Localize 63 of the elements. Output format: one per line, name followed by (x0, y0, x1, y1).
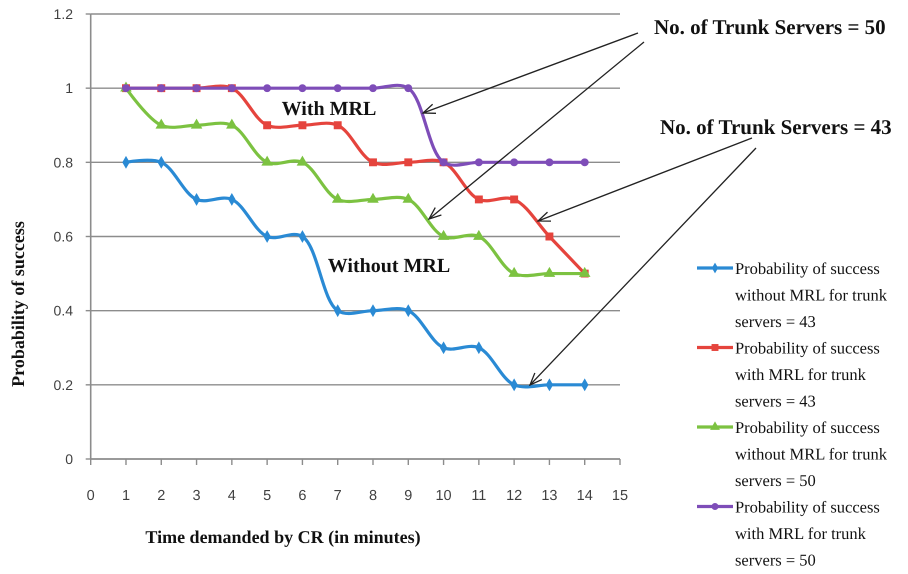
point (332, 193, 344, 203)
legend-label: Probability of success with MRL for trunk servers = 50 (735, 497, 880, 569)
point (369, 84, 377, 92)
point (263, 121, 272, 130)
point (474, 158, 483, 166)
point (263, 84, 272, 92)
y-tick-label: 0.2 (54, 376, 74, 393)
point (298, 84, 306, 92)
point (544, 267, 555, 277)
x-tick-label: 8 (368, 488, 378, 504)
point (226, 119, 238, 129)
point (156, 119, 167, 129)
x-tick-label: 2 (157, 488, 166, 504)
point (369, 158, 377, 166)
legend-label: Probability of success with MRL for trunk servers = 43 (735, 338, 880, 410)
point (510, 195, 518, 204)
x-tick-label: 3 (192, 488, 201, 504)
point (334, 121, 342, 130)
point (404, 84, 412, 92)
point (298, 121, 306, 130)
text: No. of Trunk Servers = 50 (654, 15, 886, 39)
point (474, 195, 483, 204)
point (580, 158, 589, 166)
point (508, 267, 520, 277)
x-tick-label: 13 (541, 488, 558, 504)
point (334, 84, 342, 92)
y-tick-label: 0.8 (54, 154, 74, 170)
point (296, 156, 308, 166)
point (402, 193, 414, 203)
annotation: With MRL (282, 98, 376, 120)
x-tick-label: 1 (122, 488, 130, 504)
legend-label: Probability of success without MRL for trunk servers = 50 (735, 418, 888, 490)
y-axis-title: Probability of success (8, 221, 28, 387)
point (438, 230, 449, 240)
x-tick-label: 4 (228, 488, 236, 504)
point (473, 230, 484, 240)
y-tick-label: 1 (65, 80, 74, 96)
legend-label: Probability of success without MRL for trunk servers = 43 (735, 258, 888, 330)
point (404, 158, 412, 166)
point (368, 193, 378, 203)
x-tick-label: 9 (404, 488, 412, 504)
x-axis-title: Time demanded by CR (in minutes) (145, 527, 421, 547)
x-tick-label: 14 (576, 488, 593, 504)
x-tick-label: 5 (263, 488, 272, 504)
point (545, 232, 554, 240)
annotation: Without MRL (328, 255, 450, 277)
y-tick-label: 0.6 (54, 228, 74, 244)
text: No. of Trunk Servers = 43 (660, 115, 892, 139)
x-tick-label: 11 (471, 488, 486, 504)
x-tick-label: 7 (334, 488, 342, 504)
y-tick-label: 0 (65, 451, 74, 467)
x-tick-label: 12 (506, 488, 522, 504)
point (191, 119, 202, 129)
point (545, 158, 554, 166)
x-tick-label: 10 (435, 488, 452, 504)
x-tick-label: 15 (612, 488, 628, 504)
x-tick-label: 0 (86, 488, 95, 504)
x-tick-label: 6 (298, 488, 306, 504)
point (579, 267, 590, 277)
point (262, 156, 273, 166)
point (510, 158, 518, 166)
y-tick-label: 1.2 (54, 6, 74, 22)
y-tick-label: 0.4 (54, 302, 74, 319)
